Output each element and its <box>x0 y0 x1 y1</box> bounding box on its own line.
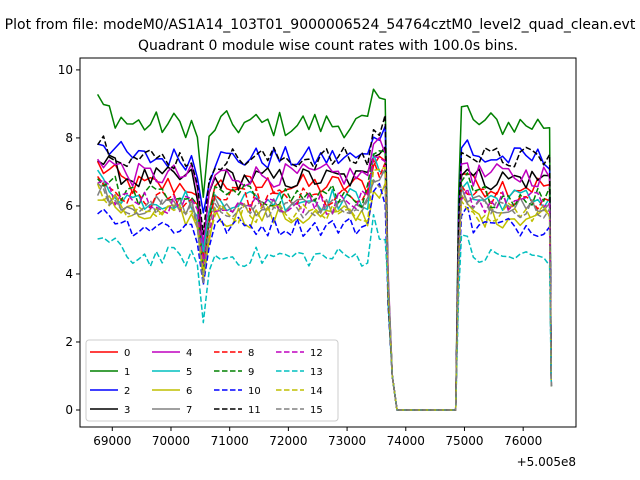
x-offset-label: +5.005e8 <box>517 455 576 469</box>
y-tick-label: 2 <box>65 335 73 349</box>
y-axis-ticks: 0 2 4 6 8 10 <box>58 63 80 417</box>
suptitle: Plot from file: modeM0/AS1A14_103T01_900… <box>5 17 636 33</box>
legend-label-0: 0 <box>124 348 130 359</box>
legend-label-6: 6 <box>186 386 192 397</box>
x-tick-label: 72000 <box>269 434 307 448</box>
series-line-13 <box>97 213 553 411</box>
series-line-8 <box>96 158 553 411</box>
chart-title: Quadrant 0 module wise count rates with … <box>138 38 518 54</box>
series-line-0 <box>96 155 553 411</box>
legend-frame <box>85 339 339 422</box>
y-tick-label: 4 <box>65 267 73 281</box>
series-line-2 <box>97 125 553 411</box>
legend-label-2: 2 <box>124 386 130 397</box>
x-tick-label: 70000 <box>152 434 190 448</box>
legend-label-12: 12 <box>310 348 323 359</box>
x-tick-label: 74000 <box>387 434 425 448</box>
legend-label-10: 10 <box>248 386 261 397</box>
legend-label-4: 4 <box>186 348 192 359</box>
x-tick-label: 71000 <box>211 434 249 448</box>
x-tick-label: 76000 <box>504 434 542 448</box>
legend-label-8: 8 <box>248 348 254 359</box>
x-tick-label: 69000 <box>93 434 131 448</box>
x-axis-ticks: 69000 70000 71000 72000 73000 74000 75000 76000 <box>93 427 542 448</box>
legend-label-3: 3 <box>124 405 130 416</box>
legend-label-7: 7 <box>186 405 192 416</box>
series-line-9 <box>97 150 553 411</box>
plot-frame <box>79 57 577 428</box>
y-tick-label: 6 <box>65 199 73 213</box>
legend-label-1: 1 <box>124 367 130 378</box>
legend-label-15: 15 <box>310 405 323 416</box>
legend-label-14: 14 <box>310 386 323 397</box>
x-tick-label: 73000 <box>328 434 366 448</box>
series-line-10 <box>97 182 553 411</box>
series-line-1 <box>96 88 553 411</box>
series-line-14 <box>96 166 553 411</box>
legend-label-9: 9 <box>248 367 254 378</box>
series-line-11 <box>96 114 553 411</box>
y-tick-label: 10 <box>58 63 73 77</box>
legend-label-13: 13 <box>310 367 323 378</box>
series-line-15 <box>97 179 553 411</box>
legend-label-11: 11 <box>248 405 261 416</box>
series-line-5 <box>96 153 553 411</box>
legend-label-5: 5 <box>186 367 192 378</box>
series-lines <box>96 88 553 411</box>
y-tick-label: 8 <box>65 131 73 145</box>
series-line-4 <box>96 137 553 411</box>
y-tick-label: 0 <box>65 403 73 417</box>
x-tick-label: 75000 <box>445 434 483 448</box>
